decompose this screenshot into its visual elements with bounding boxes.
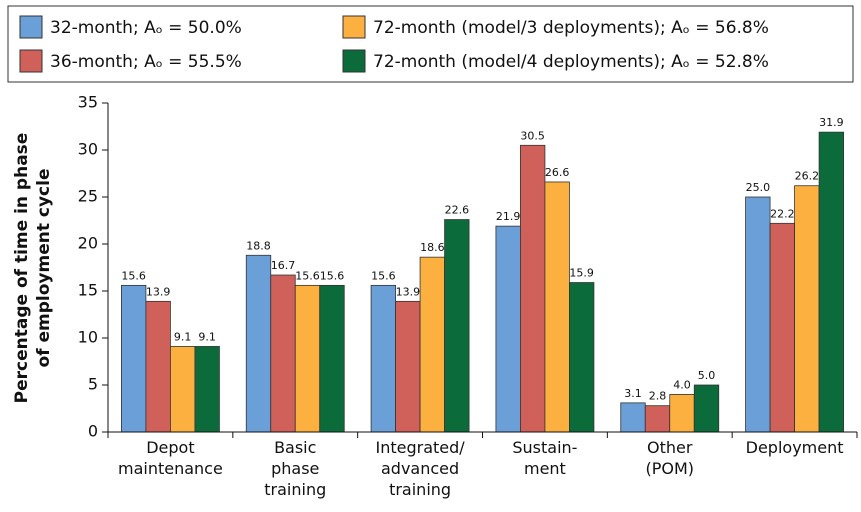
y-tick-label: 15 (78, 281, 98, 300)
value-label: 16.7 (271, 259, 296, 272)
y-tick-label: 5 (88, 375, 98, 394)
bar (520, 144, 546, 433)
value-label: 18.6 (420, 241, 445, 254)
legend-label: 72-month (model/3 deployments); Aₒ = 56.… (373, 18, 769, 38)
x-tick-label: Deployment (746, 438, 844, 457)
bar (419, 256, 445, 433)
x-tick-label: Other (POM) (645, 438, 694, 478)
value-label: 15.6 (121, 269, 146, 282)
bar (495, 225, 521, 433)
value-label: 3.1 (624, 387, 642, 400)
value-label: 13.9 (396, 285, 421, 298)
bar (145, 300, 171, 433)
bar (270, 274, 296, 433)
bar (669, 393, 695, 433)
bar (769, 222, 795, 433)
x-tick-label: Sustain-ment (512, 438, 577, 478)
value-label: 30.5 (520, 129, 545, 142)
y-axis-label: Percentage of time in phase (12, 133, 32, 404)
y-axis-label: of employment cycle (34, 169, 54, 368)
value-label: 26.6 (545, 166, 570, 179)
legend-swatch (19, 15, 43, 39)
value-label: 22.2 (770, 207, 795, 220)
bar (121, 284, 147, 433)
y-tick-label: 30 (78, 140, 98, 159)
value-label: 13.9 (146, 285, 171, 298)
x-tick-label: Basic phase training (264, 438, 326, 499)
bar (693, 384, 720, 433)
value-label: 25.0 (746, 181, 771, 194)
y-tick-label: 0 (88, 422, 98, 441)
value-label: 15.6 (295, 269, 320, 282)
bar (319, 284, 345, 433)
bar (245, 254, 272, 433)
y-tick-label: 35 (78, 93, 98, 112)
value-label: 9.1 (198, 330, 216, 343)
legend-swatch (342, 49, 366, 73)
value-label: 15.6 (371, 269, 396, 282)
legend-swatch (342, 15, 366, 39)
bar (745, 196, 771, 433)
value-label: 26.2 (795, 170, 820, 183)
bar (444, 219, 470, 433)
bar (794, 185, 820, 433)
bar (544, 181, 570, 433)
value-label: 15.6 (320, 269, 345, 282)
value-label: 2.8 (649, 390, 667, 403)
y-tick-label: 10 (78, 328, 98, 347)
value-label: 21.9 (496, 210, 521, 223)
legend-label: 36-month; Aₒ = 55.5% (50, 52, 242, 72)
y-tick-label: 25 (78, 187, 98, 206)
bar (620, 402, 646, 433)
y-tick-label: 20 (78, 234, 98, 253)
legend-label: 72-month (model/4 deployments); Aₒ = 52.… (373, 52, 769, 72)
bar (818, 131, 844, 433)
value-label: 4.0 (673, 378, 691, 391)
legend-box (7, 5, 854, 83)
bar (294, 284, 321, 433)
value-label: 18.8 (246, 239, 271, 252)
x-tick-label: Depot maintenance (118, 438, 223, 478)
value-label: 22.6 (445, 204, 470, 217)
bar (194, 346, 220, 433)
bar (170, 346, 196, 433)
bar (395, 300, 421, 433)
value-label: 9.1 (174, 330, 192, 343)
value-label: 5.0 (698, 369, 716, 382)
bar (370, 284, 396, 433)
value-label: 15.9 (569, 267, 594, 280)
legend-swatch (19, 49, 43, 73)
bar (644, 405, 671, 433)
bar (569, 282, 595, 433)
legend-label: 32-month; Aₒ = 50.0% (50, 18, 242, 38)
x-tick-label: Integrated/advanced training (375, 438, 465, 499)
value-label: 31.9 (819, 116, 844, 129)
